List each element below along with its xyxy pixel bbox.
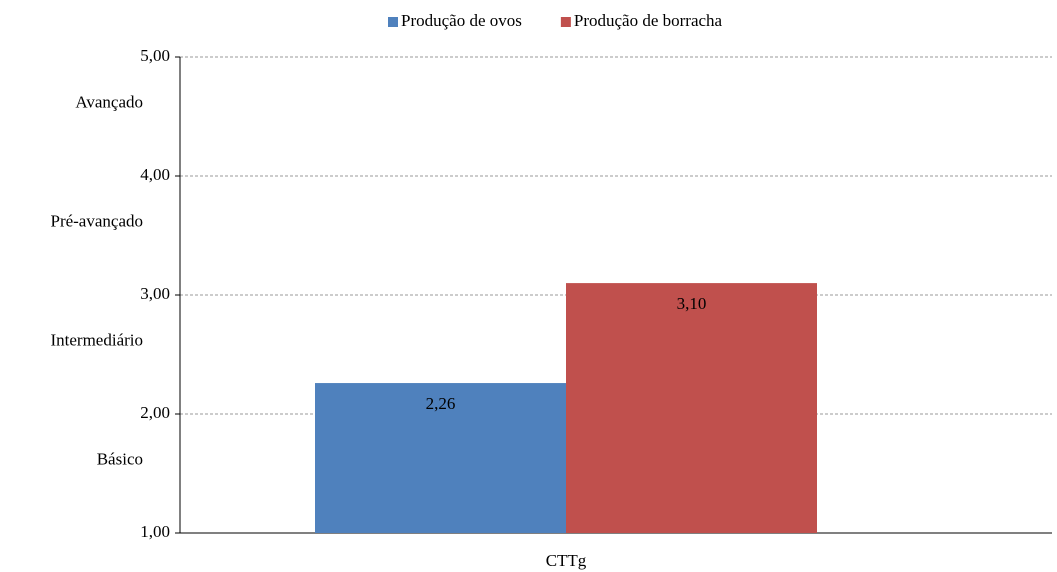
y-tick-label: 1,00 [140, 522, 170, 541]
level-label: Intermediário [50, 330, 143, 349]
value-label: 2,26 [426, 394, 456, 413]
legend-swatch [560, 17, 571, 27]
value-label: 3,10 [677, 294, 707, 313]
level-label: Avançado [75, 92, 143, 111]
legend-label: Produção de borracha [574, 11, 723, 30]
level-label: Básico [97, 449, 143, 468]
bar [315, 383, 566, 533]
level-label: Pré-avançado [50, 211, 143, 230]
legend-swatch [388, 17, 398, 27]
y-tick-label: 3,00 [140, 284, 170, 303]
y-tick-label: 4,00 [140, 165, 170, 184]
legend-label: Produção de ovos [401, 11, 522, 30]
x-tick-label: CTTg [546, 551, 587, 570]
y-tick-label: 5,00 [140, 46, 170, 65]
y-tick-label: 2,00 [140, 403, 170, 422]
bar [566, 283, 817, 533]
